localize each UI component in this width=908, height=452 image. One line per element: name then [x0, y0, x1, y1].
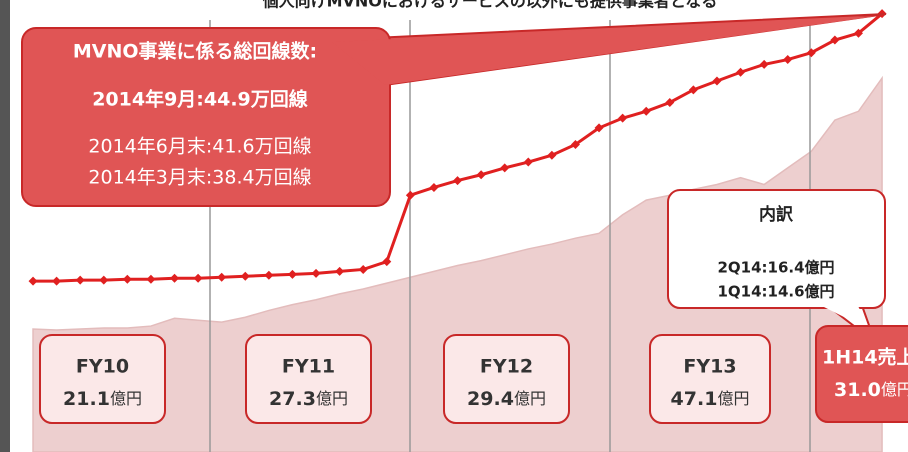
period-unit: 億円	[881, 380, 908, 399]
line-layer	[28, 9, 887, 286]
marker	[618, 113, 628, 123]
marker	[358, 264, 368, 274]
marker	[335, 266, 345, 276]
marker	[547, 150, 557, 160]
period-box	[443, 334, 570, 424]
period-label: 1H14売上	[822, 346, 908, 369]
breakdown-heading: 内訳	[759, 204, 794, 225]
period-amount: 31.0億円	[834, 379, 908, 401]
marker	[712, 76, 722, 86]
marker	[264, 270, 274, 280]
marker	[287, 269, 297, 279]
marker	[52, 276, 62, 286]
callout-box	[21, 27, 391, 207]
period-value: 47.1	[671, 388, 718, 410]
callout-heading: MVNO事業に係る総回線数:	[73, 40, 317, 63]
marker	[382, 257, 392, 267]
callout-line: 2014年6月末:41.6万回線	[88, 136, 311, 158]
marker	[193, 273, 203, 283]
period-amount: 27.3億円	[269, 388, 348, 410]
marker	[830, 35, 840, 45]
period-box	[649, 334, 771, 424]
callout-main: 2014年9月:44.9万回線	[92, 88, 308, 111]
marker	[170, 273, 180, 283]
marker	[736, 67, 746, 77]
marker	[75, 275, 85, 285]
left-edge	[0, 0, 10, 452]
marker	[405, 190, 415, 200]
callout-line: 2014年3月末:38.4万回線	[88, 167, 311, 189]
marker	[665, 98, 675, 108]
marker	[476, 170, 486, 180]
period-label: FY10	[76, 356, 129, 378]
breakdown-line: 1Q14:14.6億円	[717, 283, 834, 301]
breakdown-line: 2Q14:16.4億円	[717, 259, 834, 277]
period-unit: 億円	[110, 389, 142, 408]
marker	[122, 274, 132, 284]
period-label: FY12	[480, 356, 533, 378]
period-unit: 億円	[316, 389, 348, 408]
period-unit: 億円	[514, 389, 546, 408]
marker	[853, 28, 863, 38]
marker	[594, 123, 604, 133]
period-label: FY11	[282, 356, 335, 378]
marker	[688, 85, 698, 95]
callout-tail-fill	[332, 16, 878, 85]
period-box	[39, 334, 166, 424]
marker	[28, 276, 38, 286]
periods: FY1021.1億円FY1127.3億円FY1229.4億円FY1347.1億円…	[39, 325, 908, 424]
period-amount: 21.1億円	[63, 388, 142, 410]
marker	[500, 163, 510, 173]
marker	[240, 271, 250, 281]
marker	[570, 139, 580, 149]
marker	[453, 176, 463, 186]
period-amount: 29.4億円	[467, 388, 546, 410]
breakdown-box	[667, 189, 886, 309]
title: 個人向けMVNOにおけるサービスの以外にも提供事業者となる	[262, 0, 718, 11]
period-amount: 47.1億円	[671, 388, 750, 410]
period-box	[245, 334, 372, 424]
marker	[146, 274, 156, 284]
marker	[311, 268, 321, 278]
marker	[217, 272, 227, 282]
marker	[806, 48, 816, 58]
period-value: 31.0	[834, 379, 881, 401]
marker	[99, 275, 109, 285]
period-value: 21.1	[63, 388, 110, 410]
marker	[429, 182, 439, 192]
period-box	[815, 325, 908, 423]
period-value: 29.4	[467, 388, 514, 410]
marker	[783, 55, 793, 65]
period-value: 27.3	[269, 388, 316, 410]
marker	[759, 59, 769, 69]
breakdown-tail-fill	[822, 306, 870, 330]
marker	[641, 106, 651, 116]
marker	[523, 157, 533, 167]
period-unit: 億円	[717, 389, 749, 408]
period-label: FY13	[683, 356, 736, 378]
